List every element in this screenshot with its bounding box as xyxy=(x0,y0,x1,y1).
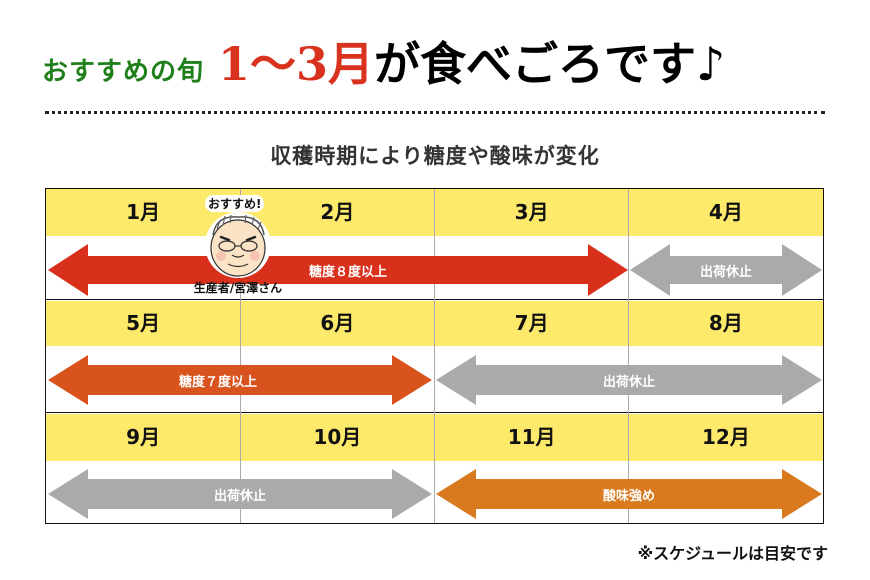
month-cell: 8月 xyxy=(708,311,743,335)
period-arrow-acidity-strong: 酸味強め xyxy=(436,469,822,519)
column-divider xyxy=(628,189,629,523)
column-divider xyxy=(240,189,241,523)
harvest-schedule-table: 1月 2月 3月 4月 5月 6月 7月 8月 9月 10月 11月 12月 xyxy=(45,188,824,524)
headline: おすすめの旬 1〜3月 が食べごろです♪ xyxy=(42,28,725,98)
farmer-face-icon xyxy=(205,212,271,278)
month-cell: 2月 xyxy=(320,200,355,224)
double-arrow-icon xyxy=(436,355,822,405)
arrow-label: 糖度８度以上 xyxy=(308,264,387,280)
dotted-divider xyxy=(45,111,825,114)
headline-suffix: が食べごろです♪ xyxy=(374,37,726,91)
period-arrow-no-shipping: 出荷休止 xyxy=(436,355,822,405)
period-arrow-no-shipping: 出荷休止 xyxy=(48,469,432,519)
arrow-label: 出荷休止 xyxy=(699,264,752,280)
month-cell: 12月 xyxy=(701,425,750,449)
month-cell: 11月 xyxy=(507,425,556,449)
double-arrow-icon xyxy=(48,469,432,519)
month-cell: 5月 xyxy=(126,311,161,335)
double-arrow-icon xyxy=(630,244,822,296)
month-cell: 9月 xyxy=(126,425,161,449)
month-cell: 1月 xyxy=(126,200,161,224)
period-arrow-no-shipping: 出荷休止 xyxy=(630,244,822,296)
column-divider xyxy=(434,189,435,523)
month-cell: 10月 xyxy=(313,425,362,449)
farmer-illustration: おすすめ! 生産者/宮澤さん xyxy=(183,193,293,298)
arrow-label: 出荷休止 xyxy=(602,374,655,390)
subtitle: 収穫時期により糖度や酸味が変化 xyxy=(270,144,600,168)
headline-prefix: おすすめの旬 xyxy=(42,57,205,87)
recommend-badge: おすすめ! xyxy=(205,195,265,212)
month-cell: 6月 xyxy=(320,311,355,335)
arrow-label: 糖度７度以上 xyxy=(178,374,257,390)
month-cell: 4月 xyxy=(708,200,743,224)
farmer-caption: 生産者/宮澤さん xyxy=(193,281,283,295)
double-arrow-icon xyxy=(436,469,822,519)
month-cell: 3月 xyxy=(514,200,549,224)
double-arrow-icon xyxy=(48,244,628,296)
month-cell: 7月 xyxy=(514,311,549,335)
arrow-label: 出荷休止 xyxy=(213,488,266,504)
period-arrow-sugar-7: 糖度７度以上 xyxy=(48,355,432,405)
arrow-label: 酸味強め xyxy=(602,488,655,504)
double-arrow-icon xyxy=(48,355,432,405)
schedule-note: ※スケジュールは目安です xyxy=(637,544,828,563)
period-arrow-sugar-8: 糖度８度以上 xyxy=(48,244,628,296)
headline-highlight: 1〜3月 xyxy=(218,37,375,91)
